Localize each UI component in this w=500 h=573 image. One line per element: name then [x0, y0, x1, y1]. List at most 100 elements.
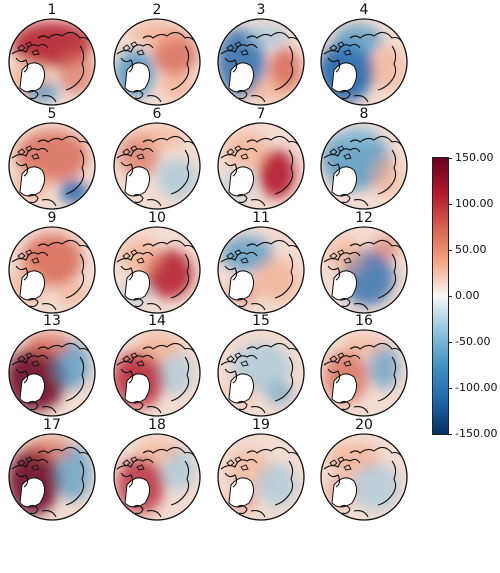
map-panel-4: [320, 18, 408, 106]
panel-title-1: 1: [47, 2, 57, 18]
anomaly-region: [334, 24, 382, 56]
map-border: [113, 226, 201, 314]
map-panel-12: [320, 226, 408, 314]
arctic-islands: [122, 456, 145, 471]
arctic-islands: [226, 249, 249, 264]
map-border: [113, 329, 201, 417]
map-border: [8, 226, 96, 314]
panel-title-2: 2: [152, 2, 162, 18]
panel-title-11: 11: [252, 210, 270, 226]
arctic-islands: [329, 41, 352, 56]
anomaly-region: [257, 463, 297, 507]
panel-title-20: 20: [355, 417, 373, 433]
map-border: [320, 18, 408, 106]
map-border: [217, 226, 305, 314]
map-panel-8: [320, 122, 408, 210]
anomaly-region: [251, 78, 291, 102]
map-panel-1: [8, 18, 96, 106]
arctic-islands: [226, 145, 249, 160]
colorbar-tick: 150.00: [448, 152, 498, 164]
colorbar-tick: 0.00: [448, 290, 498, 302]
anomaly-region: [137, 439, 181, 463]
arctic-islands: [329, 456, 352, 471]
arctic-islands: [226, 456, 249, 471]
arctic-islands: [17, 145, 40, 160]
anomaly-region: [131, 22, 183, 46]
panel-title-8: 8: [359, 106, 369, 122]
anomaly-region: [28, 437, 72, 461]
colorbar: [432, 157, 449, 435]
anomaly-region: [137, 333, 181, 361]
panel-title-19: 19: [252, 417, 270, 433]
map-border: [217, 329, 305, 417]
arctic-islands: [17, 249, 40, 264]
map-panel-17: [8, 433, 96, 521]
anomaly-region: [328, 238, 364, 274]
panel-title-3: 3: [256, 2, 266, 18]
map-border: [320, 329, 408, 417]
arctic-islands: [122, 41, 145, 56]
arctic-islands: [329, 249, 352, 264]
map-border: [113, 18, 201, 106]
map-panel-14: [113, 329, 201, 417]
panel-title-12: 12: [355, 210, 373, 226]
panel-title-10: 10: [148, 210, 166, 226]
map-border: [320, 122, 408, 210]
anomaly-region: [352, 463, 400, 511]
colorbar-tick: 50.00: [448, 244, 498, 256]
map-border: [8, 329, 96, 417]
map-border: [320, 433, 408, 521]
map-border: [217, 18, 305, 106]
anomaly-region: [338, 126, 378, 146]
map-panel-11: [217, 226, 305, 314]
panel-title-6: 6: [152, 106, 162, 122]
anomaly-region: [60, 180, 88, 204]
map-panel-2: [113, 18, 201, 106]
anomaly-region: [161, 72, 193, 100]
anomaly-region: [372, 156, 400, 196]
map-border: [8, 122, 96, 210]
map-border: [320, 226, 408, 314]
map-border: [217, 433, 305, 521]
arctic-islands: [17, 41, 40, 56]
map-border: [8, 433, 96, 521]
anomaly-region: [56, 282, 88, 306]
colorbar-tick: -150.00: [448, 428, 498, 440]
map-panel-19: [217, 433, 305, 521]
map-border: [113, 433, 201, 521]
arctic-islands: [17, 456, 40, 471]
map-panel-15: [217, 329, 305, 417]
map-panel-9: [8, 226, 96, 314]
arctic-islands: [329, 352, 352, 367]
anomaly-region: [259, 150, 295, 198]
anomaly-region: [368, 345, 400, 389]
panel-title-7: 7: [256, 106, 266, 122]
panel-title-16: 16: [355, 313, 373, 329]
anomaly-region: [265, 381, 293, 405]
panel-title-15: 15: [252, 313, 270, 329]
anomaly-region: [26, 333, 70, 357]
colorbar-tick: -50.00: [448, 336, 498, 348]
map-border: [113, 122, 201, 210]
map-panel-16: [320, 329, 408, 417]
arctic-islands: [17, 352, 40, 367]
anomaly-region: [372, 236, 400, 260]
anomaly-region: [121, 238, 161, 274]
panel-title-13: 13: [43, 313, 61, 329]
arctic-islands: [226, 41, 249, 56]
arctic-islands: [122, 352, 145, 367]
anomaly-region: [58, 50, 94, 94]
anomaly-region: [344, 335, 384, 355]
colorbar-tick: 100.00: [448, 198, 498, 210]
arctic-islands: [226, 352, 249, 367]
arctic-islands: [329, 145, 352, 160]
map-panel-3: [217, 18, 305, 106]
panel-title-14: 14: [148, 313, 166, 329]
map-panel-20: [320, 433, 408, 521]
panel-title-4: 4: [359, 2, 369, 18]
anomaly-region: [255, 258, 299, 302]
anomaly-region: [372, 46, 404, 90]
panel-title-17: 17: [43, 417, 61, 433]
map-panel-18: [113, 433, 201, 521]
